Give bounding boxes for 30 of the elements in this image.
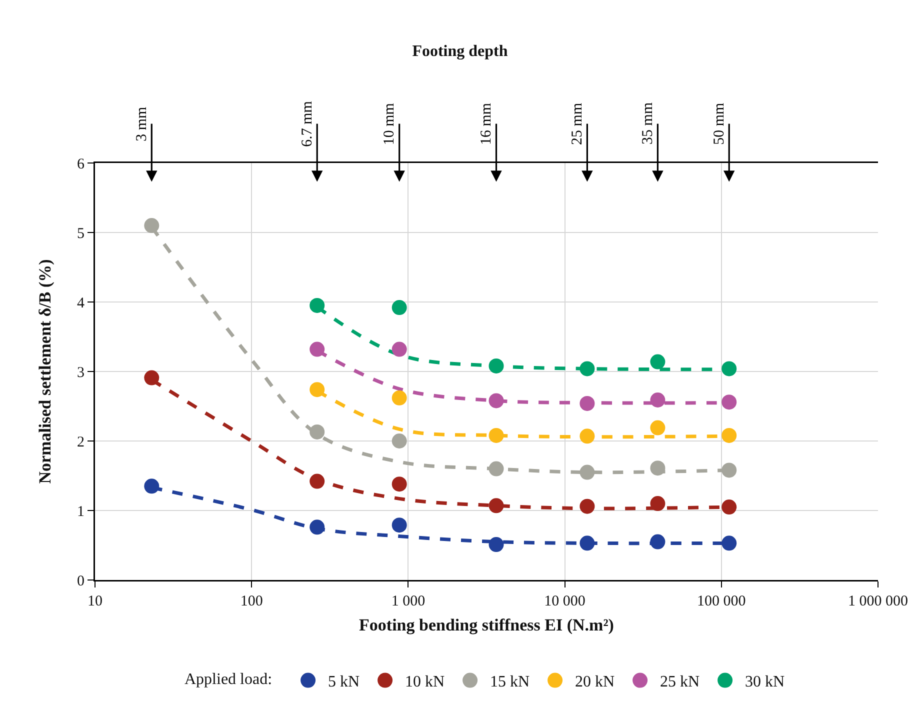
y-tick-label: 6 xyxy=(77,156,85,172)
text: 50 mm xyxy=(711,102,728,145)
x-axis-title: Footing bending stiffness EI (N.m²) xyxy=(359,616,614,635)
legend-label: 20 kN xyxy=(575,674,616,691)
y-tick-label: 1 xyxy=(77,504,84,520)
legend-label: 25 kN xyxy=(660,674,700,691)
legend-label: 10 kN xyxy=(405,674,446,691)
x-tick-label: 10 xyxy=(88,594,102,610)
legend-label: 5 kN xyxy=(328,674,360,691)
x-tick-label: 1 000 000 xyxy=(848,594,908,610)
text: 6.7 mm xyxy=(299,100,316,147)
y-tick-label: 4 xyxy=(77,295,85,312)
x-tick-label: 100 xyxy=(240,594,263,610)
x-tick-label: 10 000 xyxy=(544,594,586,610)
y-tick-label: 0 xyxy=(77,573,84,590)
legend-label: 30 kN xyxy=(745,674,786,691)
x-tick-label: 100 000 xyxy=(697,594,746,610)
chart-title: Footing depth xyxy=(412,42,508,60)
y-tick-label: 3 xyxy=(77,364,84,381)
text: 25 mm xyxy=(569,102,586,145)
x-tick-label: 1 000 xyxy=(391,594,426,610)
y-tick-label: 5 xyxy=(77,226,84,242)
text: 35 mm xyxy=(640,102,656,144)
text: 16 mm xyxy=(478,102,494,146)
y-axis-title: Normalised settlement δ/B (%) xyxy=(36,259,54,484)
y-tick-label: 2 xyxy=(77,434,84,450)
legend-label: 15 kN xyxy=(490,674,530,691)
text: 3 mm xyxy=(134,106,150,142)
legend-title: Applied load: xyxy=(184,671,280,688)
text: 10 mm xyxy=(382,102,398,146)
